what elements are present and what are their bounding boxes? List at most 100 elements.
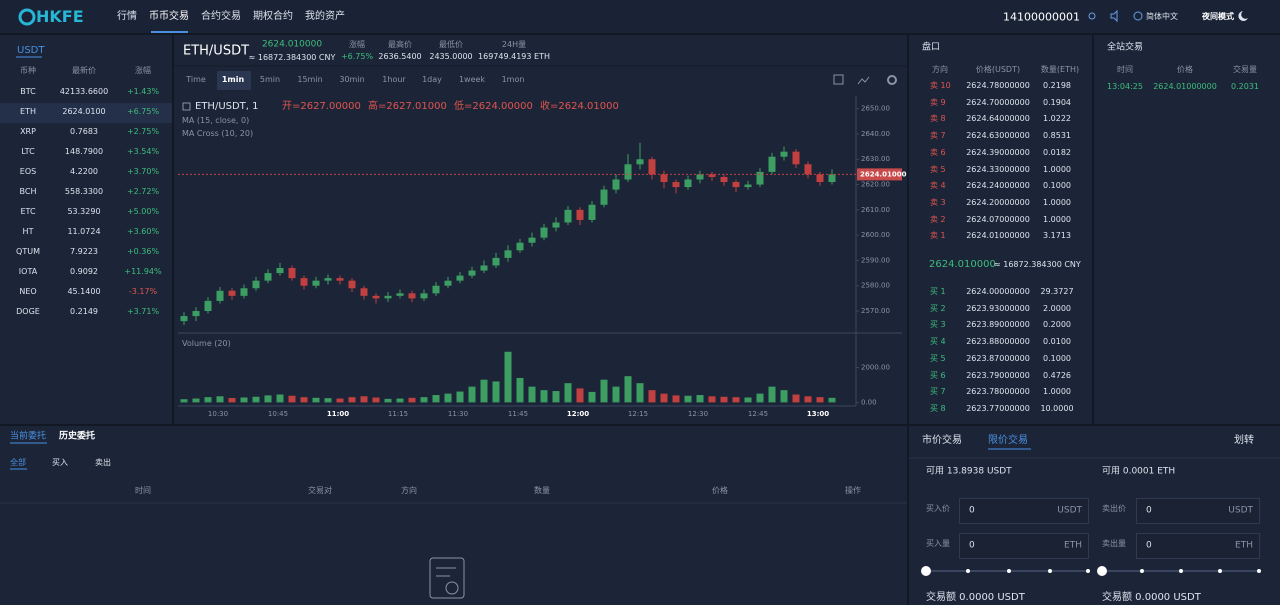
- market-symbol[interactable]: HT: [22, 227, 34, 236]
- side-label: 卖 6: [930, 147, 946, 157]
- order-amount: 0.2198: [1043, 81, 1071, 90]
- column-header: 价格: [712, 486, 728, 495]
- market-symbol[interactable]: QTUM: [16, 247, 40, 256]
- market-symbol[interactable]: BTC: [20, 87, 36, 96]
- column-header: 最新价: [72, 66, 96, 75]
- interval[interactable]: 1day: [422, 75, 442, 84]
- order-price: 2624.20000000: [966, 197, 1030, 207]
- form-tab[interactable]: 限价交易: [988, 435, 1028, 446]
- stat-label: 最低价: [439, 40, 463, 49]
- interval[interactable]: 1week: [458, 75, 486, 84]
- market-change: +2.75%: [126, 127, 160, 136]
- interval[interactable]: 1mon: [501, 75, 525, 84]
- account: 14100000001: [1003, 10, 1080, 24]
- market-price: 0.2149: [70, 307, 98, 316]
- orders-filter[interactable]: 全部: [10, 458, 26, 467]
- market-symbol[interactable]: ETC: [20, 207, 36, 216]
- side-label: 卖 5: [930, 164, 946, 174]
- market-symbol[interactable]: BCH: [19, 187, 37, 196]
- market-symbol[interactable]: LTC: [21, 147, 35, 156]
- order-price: 2624.78000000: [966, 81, 1030, 90]
- column-header: 时间: [135, 486, 151, 495]
- market-price: 558.3300: [64, 187, 104, 196]
- interval[interactable]: 15min: [297, 75, 323, 84]
- indicator: MA Cross (10, 20): [182, 129, 254, 138]
- nav-item[interactable]: 币币交易: [149, 11, 189, 22]
- order-amount: 2.0000: [1043, 303, 1071, 313]
- trade-cell: 2624.01000000: [1153, 82, 1217, 91]
- buy-price-input[interactable]: [959, 498, 1089, 524]
- interval[interactable]: 1min: [221, 75, 245, 84]
- ohlc: 低=2624.00000: [454, 101, 533, 112]
- sell-amount-input[interactable]: [1136, 533, 1260, 559]
- market-price: 0.9092: [70, 267, 98, 276]
- input-unit: ETH: [1064, 540, 1082, 551]
- column-header: 价格: [1177, 65, 1193, 74]
- order-price: 2623.77000000: [966, 403, 1030, 413]
- market-symbol[interactable]: IOTA: [18, 267, 38, 276]
- side-label: 卖 1: [930, 231, 946, 241]
- order-amount: 0.0182: [1043, 147, 1071, 157]
- available: 可用 13.8938 USDT: [926, 466, 1012, 477]
- market-tab[interactable]: USDT: [17, 45, 45, 56]
- transfer[interactable]: 划转: [1234, 435, 1254, 446]
- side-label: 卖 3: [930, 197, 946, 207]
- order-amount: 1.0000: [1043, 387, 1071, 397]
- market-change: +3.70%: [126, 167, 160, 176]
- sell-price-input[interactable]: [1136, 498, 1260, 524]
- market-symbol[interactable]: ETH: [20, 107, 36, 116]
- side-label: 卖 10: [930, 81, 951, 90]
- nav-item[interactable]: 合约交易: [201, 11, 241, 22]
- interval[interactable]: 5min: [259, 75, 281, 84]
- order-amount: 0.2000: [1043, 320, 1071, 330]
- theme-mode[interactable]: 夜间模式: [1202, 12, 1234, 21]
- indicator: MA (15, close, 0): [182, 116, 250, 125]
- nav-item[interactable]: 期权合约: [253, 11, 293, 22]
- market-change: +3.71%: [126, 307, 160, 316]
- column-header: 交易对: [308, 486, 332, 495]
- orders-tab[interactable]: 历史委托: [59, 431, 96, 442]
- side-label: 卖 7: [930, 131, 946, 141]
- orders-filter[interactable]: 买入: [52, 458, 68, 467]
- market-price: 42133.6600: [59, 87, 109, 96]
- input-unit: USDT: [1228, 505, 1253, 516]
- order-amount: 29.3727: [1040, 287, 1074, 296]
- side-label: 买 5: [930, 353, 946, 363]
- form-tab[interactable]: 市价交易: [922, 435, 962, 446]
- interval[interactable]: Time: [186, 75, 206, 84]
- orders-tab[interactable]: 当前委托: [10, 431, 47, 442]
- order-amount: 1.0222: [1043, 114, 1071, 124]
- input-value: 0: [969, 540, 975, 551]
- buy-amount-input[interactable]: [959, 533, 1089, 559]
- order-amount: 0.4726: [1043, 370, 1071, 380]
- field-label: 买入价: [926, 504, 950, 513]
- column-header: 方向: [932, 65, 948, 74]
- market-symbol[interactable]: EOS: [19, 167, 37, 176]
- interval[interactable]: 30min: [339, 75, 365, 84]
- market-change: -3.17%: [128, 287, 158, 296]
- input-value: 0: [969, 505, 975, 516]
- trade-cell: 13:04:25: [1107, 82, 1143, 91]
- orders-filter[interactable]: 卖出: [95, 458, 111, 467]
- market-change: +2.72%: [126, 187, 160, 196]
- market-symbol[interactable]: DOGE: [16, 307, 40, 316]
- ohlc: 开=2627.00000: [282, 101, 361, 112]
- market-symbol[interactable]: XRP: [20, 127, 36, 136]
- nav-item[interactable]: 我的资产: [305, 11, 345, 22]
- orderbook-title: 盘口: [922, 42, 941, 53]
- order-amount: 1.0000: [1043, 197, 1071, 207]
- order-price: 2623.93000000: [966, 303, 1030, 313]
- market-symbol[interactable]: NEO: [19, 287, 37, 296]
- chart-legend: ETH/USDT, 1: [195, 101, 259, 112]
- stat-value: 2435.0000: [429, 52, 473, 61]
- field-label: 卖出量: [1102, 539, 1126, 548]
- language[interactable]: 简体中文: [1146, 12, 1178, 21]
- stat-label: 24H量: [501, 40, 527, 49]
- chart-panel: [174, 35, 907, 424]
- interval[interactable]: 1hour: [382, 75, 406, 84]
- nav-item[interactable]: 行情: [117, 11, 137, 22]
- input-value: 0: [1146, 540, 1152, 551]
- stat-label: 涨幅: [349, 40, 365, 49]
- input-unit: USDT: [1057, 505, 1082, 516]
- market-price: 45.1400: [67, 287, 101, 296]
